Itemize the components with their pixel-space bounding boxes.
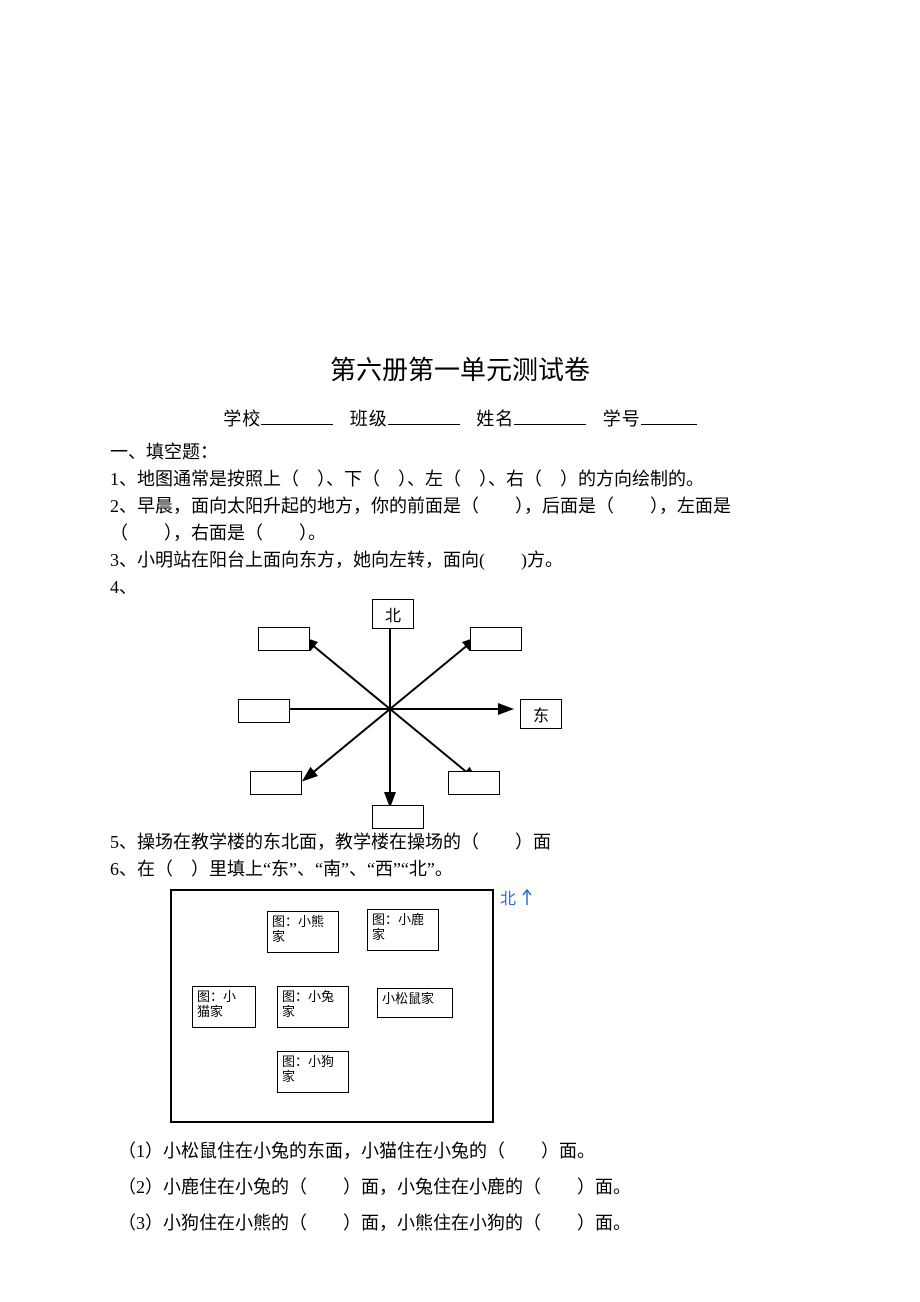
question-1: 1、地图通常是按照上（ ）、下（ ）、左（ ）、右（ ）的方向绘制的。: [110, 466, 810, 493]
house-rabbit: 图：小兔 家: [277, 986, 349, 1028]
compass-blank-s[interactable]: [372, 805, 424, 829]
student-info-row: 学校 班级 姓名 学号: [110, 405, 810, 431]
house-bear: 图：小熊 家: [267, 911, 339, 953]
name-label: 姓名: [476, 409, 514, 429]
house-squirrel: 小松鼠家: [377, 988, 453, 1018]
compass-diagram: 北 东: [150, 599, 580, 829]
id-label: 学号: [603, 409, 641, 429]
id-blank[interactable]: [641, 406, 697, 425]
house-deer: 图：小鹿 家: [367, 909, 439, 951]
school-label: 学校: [223, 409, 261, 429]
compass-blank-sw[interactable]: [250, 771, 302, 795]
house-cat: 图：小 猫家: [192, 986, 256, 1028]
class-blank[interactable]: [388, 406, 460, 425]
sub-question-1: （1）小松鼠住在小兔的东面，小猫住在小兔的（ ）面。: [118, 1133, 810, 1169]
question-6: 6、在（ ）里填上“东”、“南”、“西”“北”。: [110, 856, 810, 883]
question-3: 3、小明站在阳台上面向东方，她向左转，面向( )方。: [110, 547, 810, 574]
compass-blank-w[interactable]: [238, 699, 290, 723]
compass-blank-ne[interactable]: [470, 627, 522, 651]
class-label: 班级: [350, 409, 388, 429]
section-heading: 一、填空题：: [110, 439, 810, 466]
compass-blank-nw[interactable]: [258, 627, 310, 651]
question-5: 5、操场在教学楼的东北面，教学楼在操场的（ ）面: [110, 829, 810, 856]
north-marker: 北: [500, 885, 534, 909]
school-blank[interactable]: [261, 406, 333, 425]
north-marker-text: 北: [500, 891, 516, 908]
question-2: 2、早晨，面向太阳升起的地方，你的前面是（ ），后面是（ ），左面是（ ），右面…: [110, 493, 810, 547]
page: 第六册第一单元测试卷 学校 班级 姓名 学号 一、填空题： 1、地图通常是按照上…: [0, 0, 920, 1302]
compass-label-north: 北: [372, 599, 414, 629]
sub-question-2: （2）小鹿住在小兔的（ ）面，小兔住在小鹿的（ ）面。: [118, 1169, 810, 1205]
q6-map-box: 图：小熊 家 图：小鹿 家 图：小 猫家 图：小兔 家 小松鼠家 图：小狗 家: [170, 889, 494, 1123]
name-blank[interactable]: [514, 406, 586, 425]
q6-diagram-wrap: 北 图：小熊 家 图：小鹿 家 图：小 猫家 图：小兔 家 小松鼠家 图：小狗 …: [170, 889, 670, 1123]
sub-question-3: （3）小狗住在小熊的（ ）面，小熊住在小狗的（ ）面。: [118, 1205, 810, 1241]
page-title: 第六册第一单元测试卷: [110, 350, 810, 387]
house-dog: 图：小狗 家: [277, 1051, 349, 1093]
compass-label-east: 东: [520, 699, 562, 729]
question-4-prefix: 4、: [110, 574, 810, 601]
compass-blank-se[interactable]: [448, 771, 500, 795]
